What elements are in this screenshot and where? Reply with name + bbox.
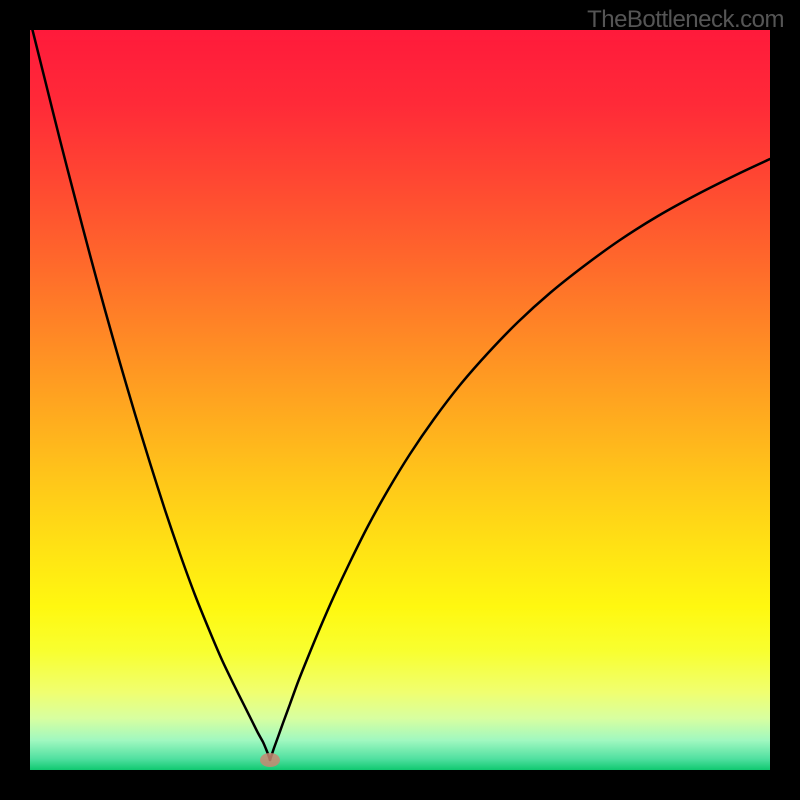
bottleneck-curve — [30, 30, 770, 770]
minimum-marker — [260, 753, 280, 767]
attribution-text: TheBottleneck.com — [587, 6, 784, 34]
plot-area — [30, 30, 770, 770]
